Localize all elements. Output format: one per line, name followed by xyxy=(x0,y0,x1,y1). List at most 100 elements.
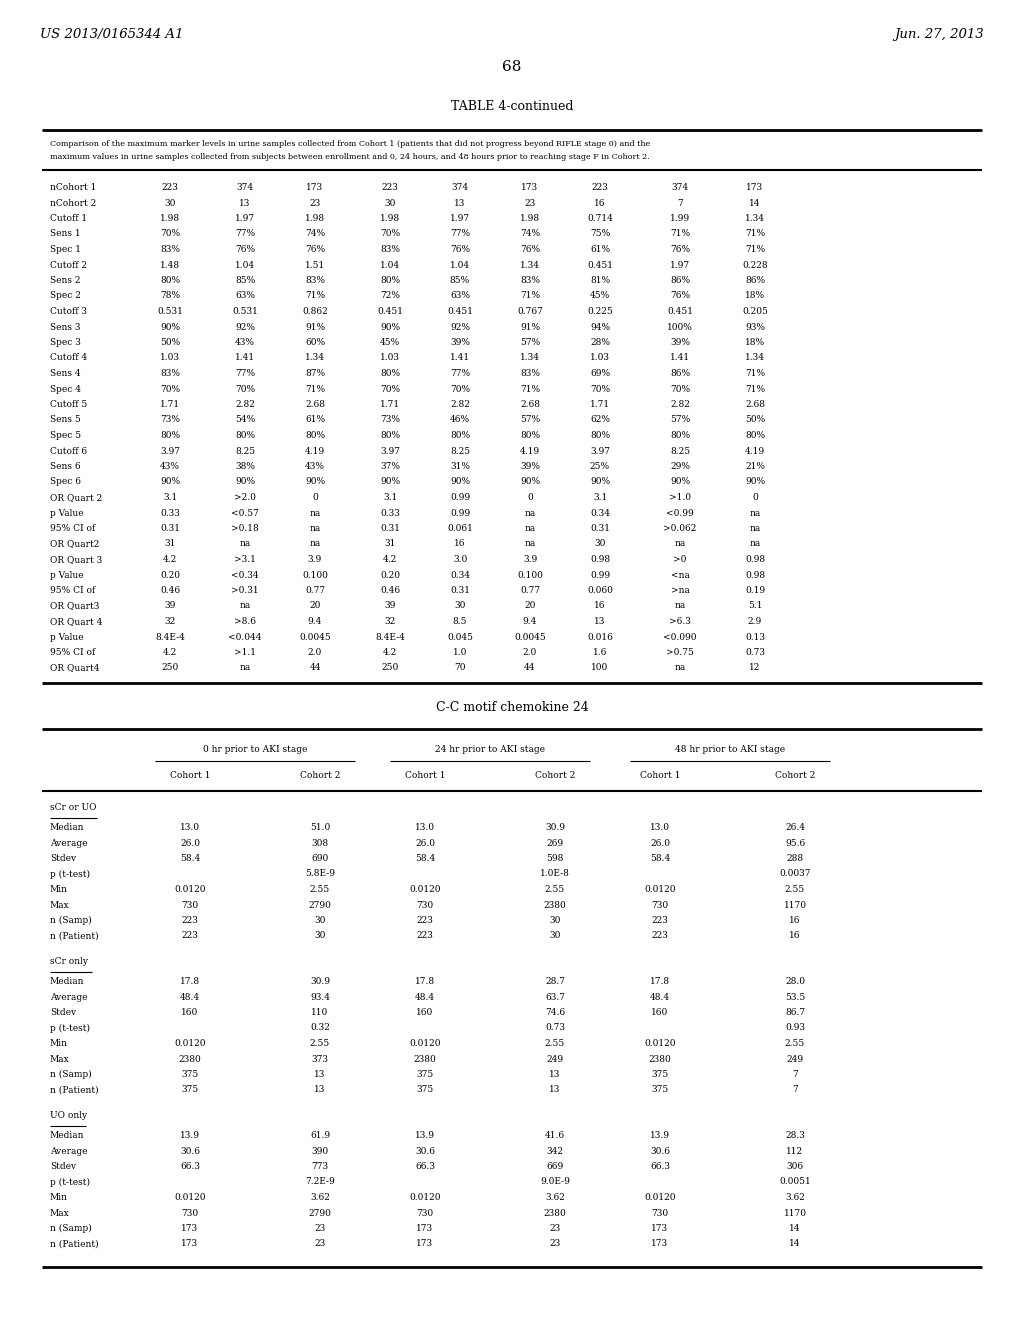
Text: Sens 1: Sens 1 xyxy=(50,230,81,239)
Text: 48 hr prior to AKI stage: 48 hr prior to AKI stage xyxy=(675,744,785,754)
Text: na: na xyxy=(675,540,686,549)
Text: 1.04: 1.04 xyxy=(450,260,470,269)
Text: 0.98: 0.98 xyxy=(590,554,610,564)
Text: 38%: 38% xyxy=(234,462,255,471)
Text: 223: 223 xyxy=(651,916,669,925)
Text: 1.34: 1.34 xyxy=(520,260,540,269)
Text: 1.98: 1.98 xyxy=(520,214,540,223)
Text: sCr only: sCr only xyxy=(50,957,88,966)
Text: 63%: 63% xyxy=(450,292,470,301)
Text: 70%: 70% xyxy=(380,384,400,393)
Text: 86%: 86% xyxy=(670,276,690,285)
Text: p (t-test): p (t-test) xyxy=(50,870,90,879)
Text: 1.34: 1.34 xyxy=(745,214,765,223)
Text: 41.6: 41.6 xyxy=(545,1131,565,1140)
Text: 81%: 81% xyxy=(590,276,610,285)
Text: Min: Min xyxy=(50,884,68,894)
Text: 1.48: 1.48 xyxy=(160,260,180,269)
Text: 83%: 83% xyxy=(520,370,540,378)
Text: 92%: 92% xyxy=(234,322,255,331)
Text: >0.75: >0.75 xyxy=(666,648,694,657)
Text: 31: 31 xyxy=(164,540,176,549)
Text: 8.5: 8.5 xyxy=(453,616,467,626)
Text: 7: 7 xyxy=(793,1085,798,1094)
Text: sCr or UO: sCr or UO xyxy=(50,803,96,812)
Text: 0.862: 0.862 xyxy=(302,308,328,315)
Text: 0.98: 0.98 xyxy=(744,554,765,564)
Text: 31: 31 xyxy=(384,540,395,549)
Text: 3.9: 3.9 xyxy=(308,554,323,564)
Text: 3.1: 3.1 xyxy=(163,492,177,502)
Text: 30: 30 xyxy=(164,198,176,207)
Text: 23: 23 xyxy=(524,198,536,207)
Text: na: na xyxy=(750,508,761,517)
Text: 39%: 39% xyxy=(670,338,690,347)
Text: 160: 160 xyxy=(181,1008,199,1016)
Text: Min: Min xyxy=(50,1193,68,1203)
Text: 13.9: 13.9 xyxy=(650,1131,670,1140)
Text: 77%: 77% xyxy=(450,230,470,239)
Text: 375: 375 xyxy=(181,1071,199,1078)
Text: 0.19: 0.19 xyxy=(744,586,765,595)
Text: >3.1: >3.1 xyxy=(234,554,256,564)
Text: Cohort 2: Cohort 2 xyxy=(535,771,575,780)
Text: 39: 39 xyxy=(164,602,176,610)
Text: 4.2: 4.2 xyxy=(163,554,177,564)
Text: <0.34: <0.34 xyxy=(231,570,259,579)
Text: 94%: 94% xyxy=(590,322,610,331)
Text: 68: 68 xyxy=(503,59,521,74)
Text: 48.4: 48.4 xyxy=(180,993,200,1002)
Text: 223: 223 xyxy=(162,183,178,191)
Text: 29%: 29% xyxy=(670,462,690,471)
Text: 0.100: 0.100 xyxy=(302,570,328,579)
Text: 1.99: 1.99 xyxy=(670,214,690,223)
Text: 250: 250 xyxy=(162,664,178,672)
Text: Cohort 1: Cohort 1 xyxy=(640,771,680,780)
Text: 0.46: 0.46 xyxy=(160,586,180,595)
Text: 0.0037: 0.0037 xyxy=(779,870,811,879)
Text: 1.04: 1.04 xyxy=(234,260,255,269)
Text: 0.0120: 0.0120 xyxy=(410,1039,440,1048)
Text: 223: 223 xyxy=(181,932,199,940)
Text: Median: Median xyxy=(50,822,85,832)
Text: na: na xyxy=(750,524,761,533)
Text: 3.97: 3.97 xyxy=(590,446,610,455)
Text: 1170: 1170 xyxy=(783,1209,807,1217)
Text: 28.7: 28.7 xyxy=(545,977,565,986)
Text: Comparison of the maximum marker levels in urine samples collected from Cohort 1: Comparison of the maximum marker levels … xyxy=(50,140,650,148)
Text: Sens 6: Sens 6 xyxy=(50,462,81,471)
Text: 80%: 80% xyxy=(590,432,610,440)
Text: na: na xyxy=(240,540,251,549)
Text: 93.4: 93.4 xyxy=(310,993,330,1002)
Text: 374: 374 xyxy=(672,183,688,191)
Text: 39%: 39% xyxy=(520,462,540,471)
Text: 0.46: 0.46 xyxy=(380,586,400,595)
Text: 3.62: 3.62 xyxy=(310,1193,330,1203)
Text: OR Quart 2: OR Quart 2 xyxy=(50,492,102,502)
Text: <0.044: <0.044 xyxy=(228,632,262,642)
Text: 61.9: 61.9 xyxy=(310,1131,330,1140)
Text: 66.3: 66.3 xyxy=(650,1162,670,1171)
Text: 73%: 73% xyxy=(380,416,400,425)
Text: 2.55: 2.55 xyxy=(545,884,565,894)
Text: 30: 30 xyxy=(314,932,326,940)
Text: 1.98: 1.98 xyxy=(380,214,400,223)
Text: 1.71: 1.71 xyxy=(590,400,610,409)
Text: 1.98: 1.98 xyxy=(160,214,180,223)
Text: 0.77: 0.77 xyxy=(305,586,325,595)
Text: 80%: 80% xyxy=(670,432,690,440)
Text: 0.045: 0.045 xyxy=(447,632,473,642)
Text: 173: 173 xyxy=(521,183,539,191)
Text: 83%: 83% xyxy=(380,246,400,253)
Text: Jun. 27, 2013: Jun. 27, 2013 xyxy=(894,28,984,41)
Text: 249: 249 xyxy=(547,1055,563,1064)
Text: 2380: 2380 xyxy=(544,900,566,909)
Text: 80%: 80% xyxy=(160,432,180,440)
Text: 93%: 93% xyxy=(745,322,765,331)
Text: 1.97: 1.97 xyxy=(450,214,470,223)
Text: 112: 112 xyxy=(786,1147,804,1155)
Text: 2.68: 2.68 xyxy=(520,400,540,409)
Text: C-C motif chemokine 24: C-C motif chemokine 24 xyxy=(435,701,589,714)
Text: OR Quart4: OR Quart4 xyxy=(50,664,99,672)
Text: 288: 288 xyxy=(786,854,804,863)
